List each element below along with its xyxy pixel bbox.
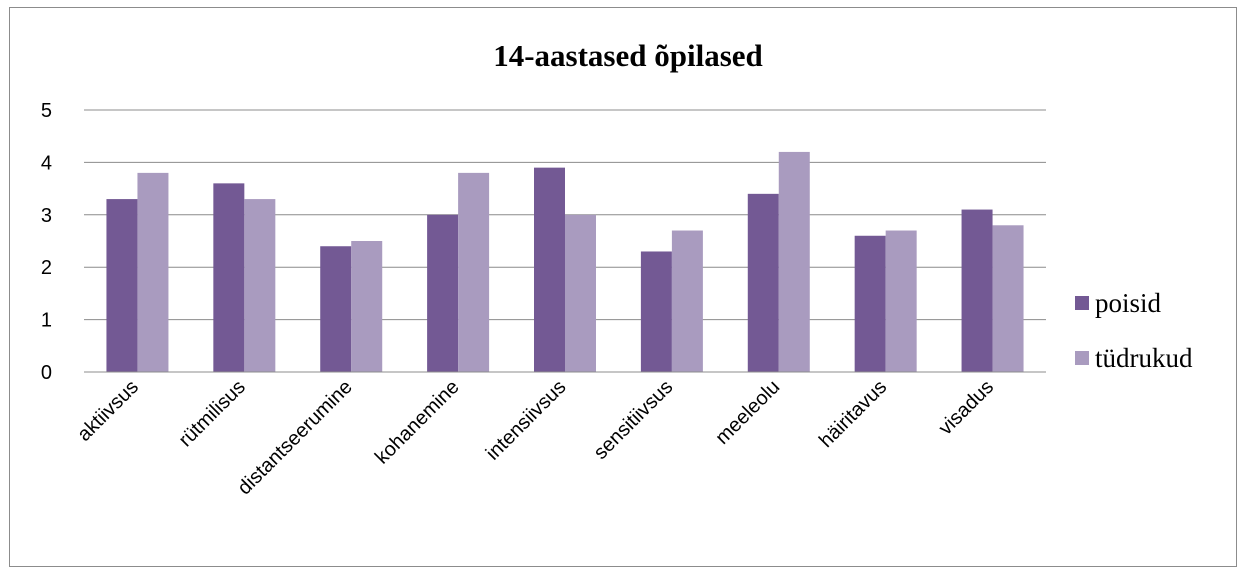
bar-tüdrukud-6	[778, 151, 810, 372]
category-label: intensiivsus	[482, 376, 571, 465]
bar-poisid-2	[320, 246, 352, 372]
bar-poisid-6	[747, 193, 779, 372]
legend-label-poisid: poisid	[1095, 288, 1162, 318]
bar-tüdrukud-8	[992, 225, 1024, 372]
legend-swatch-tudrukud	[1075, 351, 1089, 365]
category-label: kohanemine	[371, 376, 464, 469]
bar-tüdrukud-3	[458, 172, 490, 372]
category-label: visadus	[935, 376, 999, 440]
y-tick-label: 2	[41, 257, 52, 279]
y-tick-label: 4	[41, 152, 52, 174]
bar-poisid-0	[106, 199, 138, 372]
bar-poisid-8	[961, 209, 993, 372]
bar-poisid-5	[640, 251, 672, 372]
category-label: aktiivsus	[73, 376, 143, 446]
legend-label-tudrukud: tüdrukud	[1095, 343, 1193, 373]
y-axis-ticks: 0 1 2 3 4 5	[41, 100, 52, 384]
y-tick-label: 3	[41, 205, 52, 227]
bars	[106, 151, 1024, 372]
bar-poisid-1	[213, 183, 245, 372]
legend-swatch-poisid	[1075, 296, 1089, 310]
y-tick-label: 0	[41, 362, 52, 384]
y-tick-label: 1	[41, 310, 52, 332]
bar-tüdrukud-5	[671, 230, 703, 372]
category-label: rütmilisus	[175, 376, 250, 451]
bar-tüdrukud-1	[244, 199, 276, 372]
bar-poisid-7	[854, 235, 886, 372]
category-label: häiritavus	[815, 376, 891, 452]
bar-poisid-4	[534, 167, 565, 372]
category-label: distantseerumine	[234, 376, 357, 499]
bar-tüdrukud-4	[565, 214, 596, 372]
category-label: meeleolu	[711, 376, 784, 449]
bar-tüdrukud-7	[885, 230, 917, 372]
bar-tüdrukud-2	[351, 241, 383, 372]
y-tick-label: 5	[41, 100, 52, 122]
legend: poisid tüdrukud	[1075, 288, 1193, 373]
bar-tüdrukud-0	[137, 172, 169, 372]
chart-title: 14-aastased õpilased	[493, 38, 763, 73]
category-label: sensitiivsus	[590, 376, 678, 464]
bar-poisid-3	[427, 214, 459, 372]
